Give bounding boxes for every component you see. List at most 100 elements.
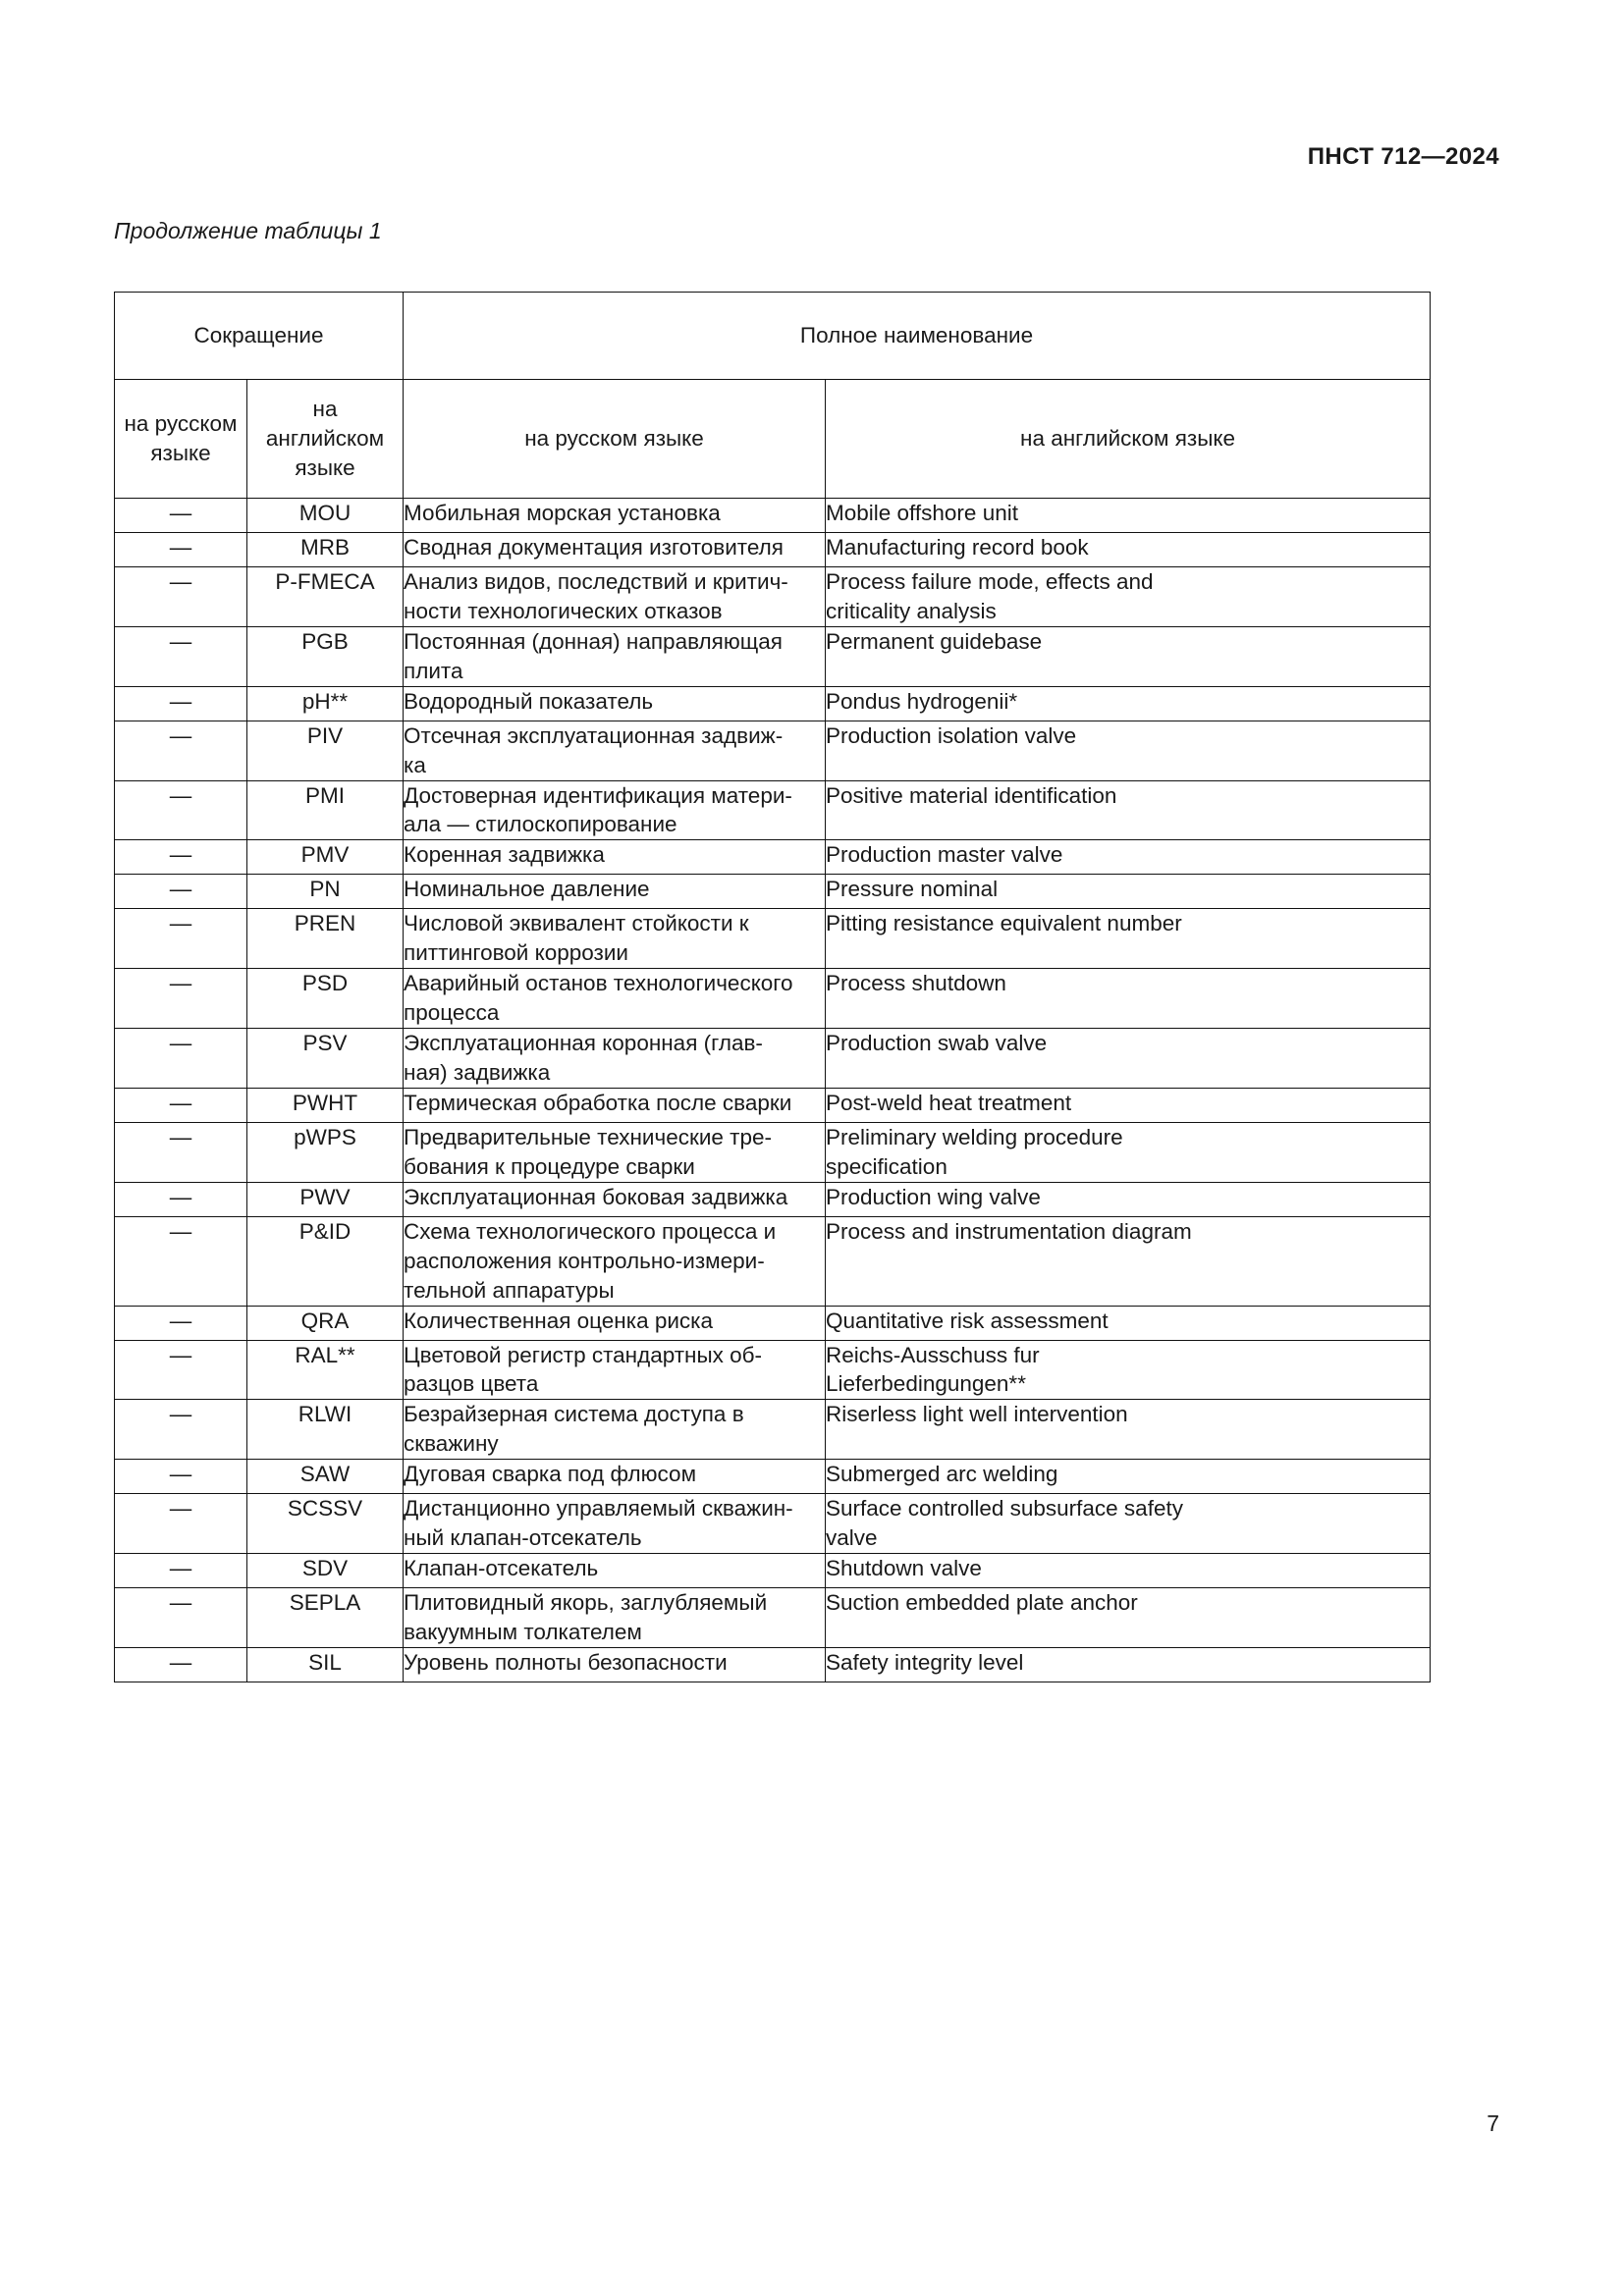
table-row: — PWHT Термическая обработка после сварки P… (114, 1087, 1432, 1123)
cell-fullname-russian: Сводная документация изготовителя (403, 532, 827, 567)
cell-fullname-russian: Коренная задвижка (403, 839, 827, 876)
cell-abbreviation-english-text: RLWI (298, 1402, 352, 1427)
cell-fullname-russian-text: Термическая обработка после сварки (404, 1090, 792, 1115)
table-row: — P&ID Схема технологического процесса и р… (114, 1215, 1432, 1307)
cell-fullname-english: Post-weld heat treatment (825, 1087, 1432, 1123)
header-abbr-english: на английском языке (245, 379, 405, 499)
table-row: — pH** Водородный показатель Pondus hydroge… (114, 685, 1432, 721)
header-full-name-group: Полное наименование (403, 292, 1432, 380)
cell-fullname-english-text: Positive material identification (826, 782, 1117, 808)
cell-fullname-russian-text: Плитовидный якорь, заглубляемый вакуумны… (404, 1590, 768, 1644)
cell-abbreviation-english: pH** (245, 685, 405, 721)
cell-fullname-english: Production swab valve (825, 1028, 1432, 1089)
cell-fullname-english: Mobile offshore unit (825, 498, 1432, 533)
cell-abbreviation-english: PMV (245, 839, 405, 876)
cell-abbreviation-english-text: MRB (300, 535, 350, 560)
cell-abbreviation-russian: — (114, 1339, 247, 1401)
table-row: — PMV Коренная задвижка Production master v… (114, 839, 1432, 876)
cell-abbreviation-english: QRA (245, 1305, 405, 1341)
cell-fullname-english-text: Preliminary welding procedure specificat… (826, 1124, 1123, 1179)
cell-fullname-english: Suction embedded plate anchor (825, 1587, 1432, 1648)
cell-fullname-english-text: Production master valve (826, 842, 1063, 868)
cell-abbreviation-english: PWV (245, 1181, 405, 1217)
cell-fullname-russian: Эксплуатационная коронная (глав- ная) за… (403, 1028, 827, 1089)
table-row: — PREN Числовой эквивалент стойкости к пит… (114, 908, 1432, 970)
cell-fullname-russian: Водородный показатель (403, 685, 827, 721)
cell-fullname-russian-text: Коренная задвижка (404, 842, 605, 868)
cell-fullname-english: Submerged arc welding (825, 1459, 1432, 1495)
cell-abbreviation-russian-text: — (169, 569, 192, 594)
cell-abbreviation-english: P-FMECA (245, 566, 405, 627)
cell-abbreviation-english-text: PSD (301, 971, 349, 996)
header-full-russian: на русском языке (403, 379, 827, 499)
abbreviations-table-container: Сокращение Полное наименование на русско… (113, 292, 1432, 1682)
cell-fullname-english-text: Process shutdown (826, 971, 1006, 996)
cell-abbreviation-english: PREN (245, 908, 405, 970)
cell-abbreviation-russian-text: — (169, 1462, 192, 1487)
cell-abbreviation-russian-text: — (169, 1308, 192, 1333)
header-abbr-russian: на русском языке (114, 379, 247, 499)
cell-fullname-russian-text: Числовой эквивалент стойкости к питтинго… (404, 911, 749, 966)
cell-abbreviation-english: SEPLA (245, 1587, 405, 1648)
cell-fullname-russian: Анализ видов, последствий и критич- ност… (403, 566, 827, 627)
cell-fullname-english-text: Manufacturing record book (826, 535, 1089, 560)
cell-fullname-english-text: Pressure nominal (826, 877, 999, 902)
cell-abbreviation-russian: — (114, 685, 247, 721)
cell-fullname-russian-text: Количественная оценка риска (404, 1308, 714, 1333)
cell-fullname-russian-text: Постоянная (донная) направляющая плита (404, 628, 783, 683)
table-row: — SIL Уровень полноты безопасности Safety i… (114, 1646, 1432, 1682)
cell-abbreviation-russian-text: — (169, 1496, 192, 1522)
cell-abbreviation-russian-text: — (169, 501, 192, 525)
cell-fullname-english-text: Shutdown valve (826, 1556, 982, 1581)
cell-abbreviation-english: MOU (245, 498, 405, 533)
cell-fullname-russian-text: Эксплуатационная коронная (глав- ная) за… (404, 1031, 763, 1085)
cell-fullname-english-text: Pondus hydrogenii* (826, 688, 1018, 714)
cell-abbreviation-english-text: RAL** (295, 1342, 355, 1367)
cell-abbreviation-russian: — (114, 874, 247, 910)
cell-abbreviation-russian: — (114, 908, 247, 970)
cell-fullname-english-text: Submerged arc welding (826, 1462, 1058, 1487)
cell-abbreviation-english: P&ID (245, 1215, 405, 1307)
table-row: — RAL** Цветовой регистр стандартных об- р… (114, 1339, 1432, 1401)
cell-abbreviation-english-text: PWHT (292, 1090, 358, 1115)
cell-fullname-russian: Числовой эквивалент стойкости к питтинго… (403, 908, 827, 970)
cell-fullname-english: Reichs-Ausschuss fur Lieferbedingungen** (825, 1339, 1432, 1401)
cell-abbreviation-russian: — (114, 968, 247, 1030)
cell-abbreviation-english-text: pWPS (294, 1124, 356, 1149)
cell-fullname-english: Pressure nominal (825, 874, 1432, 910)
cell-fullname-english: Production master valve (825, 839, 1432, 876)
cell-fullname-russian: Достоверная идентификация матери- ала — … (403, 779, 827, 841)
cell-fullname-english: Production wing valve (825, 1181, 1432, 1217)
cell-abbreviation-english-text: PWV (299, 1184, 351, 1209)
cell-abbreviation-english-text: pH** (301, 688, 349, 714)
table-head: Сокращение Полное наименование на русско… (113, 292, 1432, 499)
cell-fullname-russian-text: Водородный показатель (404, 688, 654, 714)
cell-abbreviation-english-text: PMI (305, 782, 346, 808)
cell-fullname-russian: Термическая обработка после сварки (403, 1087, 827, 1123)
cell-fullname-english-text: Mobile offshore unit (826, 501, 1018, 525)
cell-abbreviation-english: PMI (245, 779, 405, 841)
cell-abbreviation-russian: — (114, 625, 247, 687)
cell-abbreviation-english: PSV (245, 1028, 405, 1089)
cell-abbreviation-english: SDV (245, 1553, 405, 1589)
table-row: — PMI Достоверная идентификация матери- ал… (114, 779, 1432, 841)
cell-abbreviation-english: RAL** (245, 1339, 405, 1401)
cell-fullname-english: Pondus hydrogenii* (825, 685, 1432, 721)
cell-fullname-english-text: Suction embedded plate anchor (826, 1590, 1138, 1616)
cell-fullname-russian: Количественная оценка риска (403, 1305, 827, 1341)
table-row: — MRB Сводная документация изготовителя Man… (114, 532, 1432, 567)
abbreviations-table: Сокращение Полное наименование на русско… (113, 292, 1432, 1682)
cell-abbreviation-english: SIL (245, 1646, 405, 1682)
cell-fullname-russian-text: Достоверная идентификация матери- ала — … (404, 782, 792, 837)
cell-fullname-english: Process shutdown (825, 968, 1432, 1030)
cell-abbreviation-english-text: MOU (298, 501, 352, 525)
cell-abbreviation-russian-text: — (169, 1090, 192, 1115)
cell-abbreviation-russian-text: — (169, 1649, 192, 1675)
table-row: — PSV Эксплуатационная коронная (глав- ная… (114, 1028, 1432, 1089)
cell-abbreviation-russian: — (114, 1493, 247, 1555)
cell-fullname-english: Manufacturing record book (825, 532, 1432, 567)
table-caption: Продолжение таблицы 1 (114, 218, 382, 243)
cell-fullname-russian-text: Уровень полноты безопасности (404, 1649, 728, 1675)
cell-abbreviation-russian: — (114, 498, 247, 533)
cell-fullname-english-text: Permanent guidebase (826, 628, 1043, 654)
